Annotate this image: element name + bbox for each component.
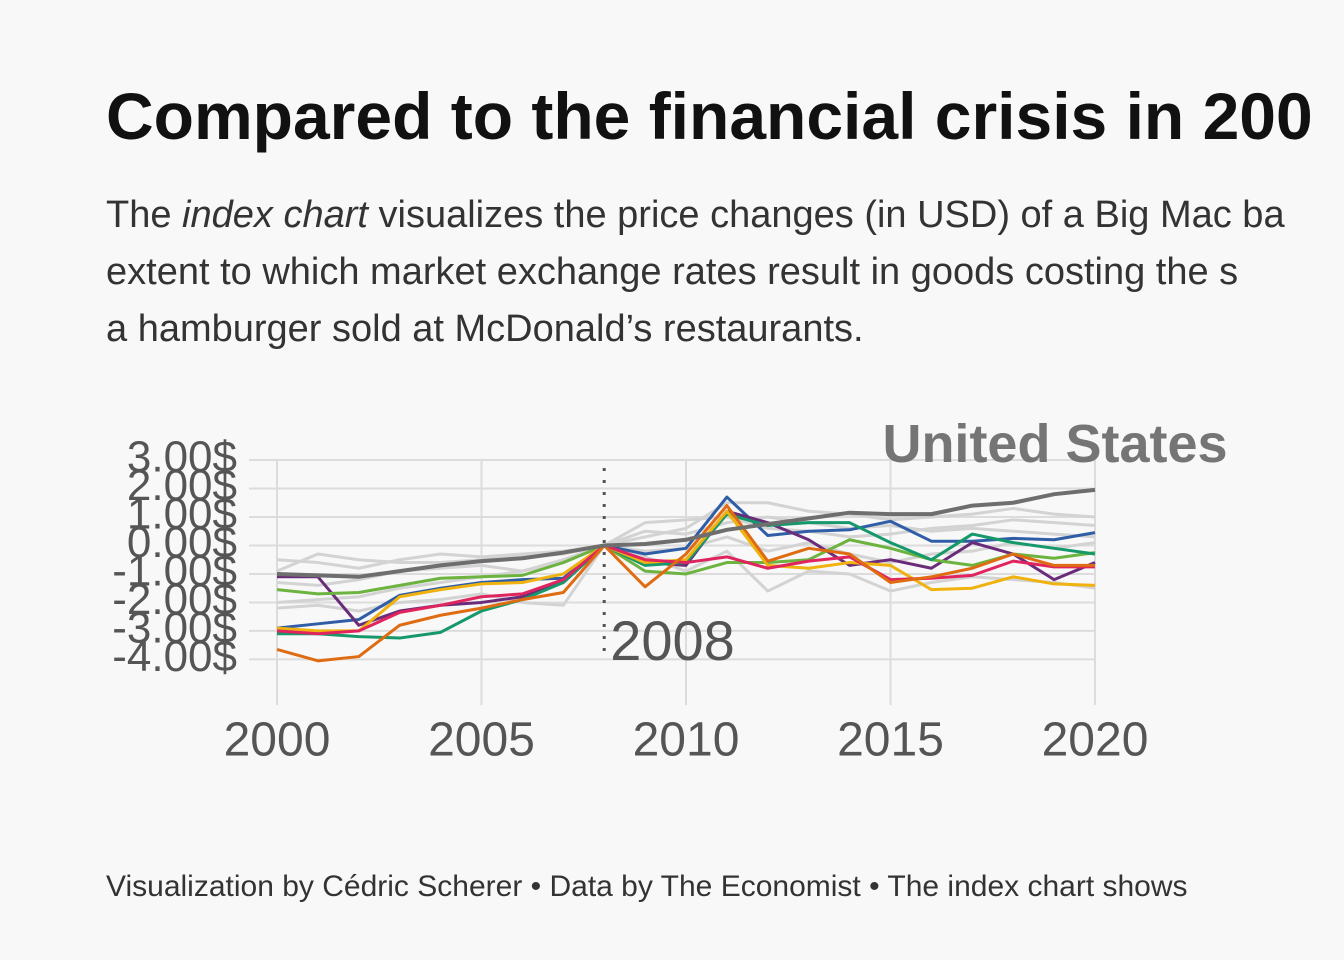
y-tick-label: -4.00$ xyxy=(112,632,237,681)
series-line xyxy=(276,538,1096,596)
subtitle-line: The index chart visualizes the price cha… xyxy=(106,194,1285,237)
x-tick-label: 2015 xyxy=(837,714,944,767)
subtitle-line: extent to which market exchange rates re… xyxy=(106,251,1238,294)
series-line xyxy=(276,543,1096,613)
y-tick-label: -3.00$ xyxy=(112,604,237,653)
text: extent to which market exchange rates re… xyxy=(106,251,1239,293)
caption: Visualization by Cédric Scherer • Data b… xyxy=(106,870,1188,903)
annotation-label: 2008 xyxy=(610,609,735,672)
x-tick-label: 2020 xyxy=(1042,714,1149,767)
y-tick-label: 0.00$ xyxy=(127,518,237,567)
text: visualizes the price changes (in USD) of… xyxy=(367,194,1285,236)
series-line xyxy=(276,487,1096,579)
series-line xyxy=(276,515,1096,573)
y-tick-label: 1.00$ xyxy=(127,490,237,539)
text: a hamburger sold at McDonald’s restauran… xyxy=(106,308,864,350)
x-tick-label: 2000 xyxy=(224,714,331,767)
series-line xyxy=(276,509,1096,633)
y-tick-label: -1.00$ xyxy=(112,547,237,596)
subtitle-line: a hamburger sold at McDonald’s restauran… xyxy=(106,308,864,351)
x-tick-label: 2005 xyxy=(428,714,535,767)
series-line xyxy=(276,504,1095,663)
y-tick-label: 2.00$ xyxy=(127,461,237,510)
text: The xyxy=(106,194,183,236)
x-tick-label: 2010 xyxy=(633,714,740,767)
series-line xyxy=(276,515,1096,570)
emphasis: index chart xyxy=(182,194,368,236)
y-tick-label: 3.00$ xyxy=(127,433,237,482)
series-line xyxy=(276,501,1096,604)
title: Compared to the financial crisis in 200 xyxy=(106,79,1313,153)
series-line xyxy=(276,543,1095,636)
y-tick-label: -2.00$ xyxy=(112,575,237,624)
series-label: United States xyxy=(882,414,1227,474)
